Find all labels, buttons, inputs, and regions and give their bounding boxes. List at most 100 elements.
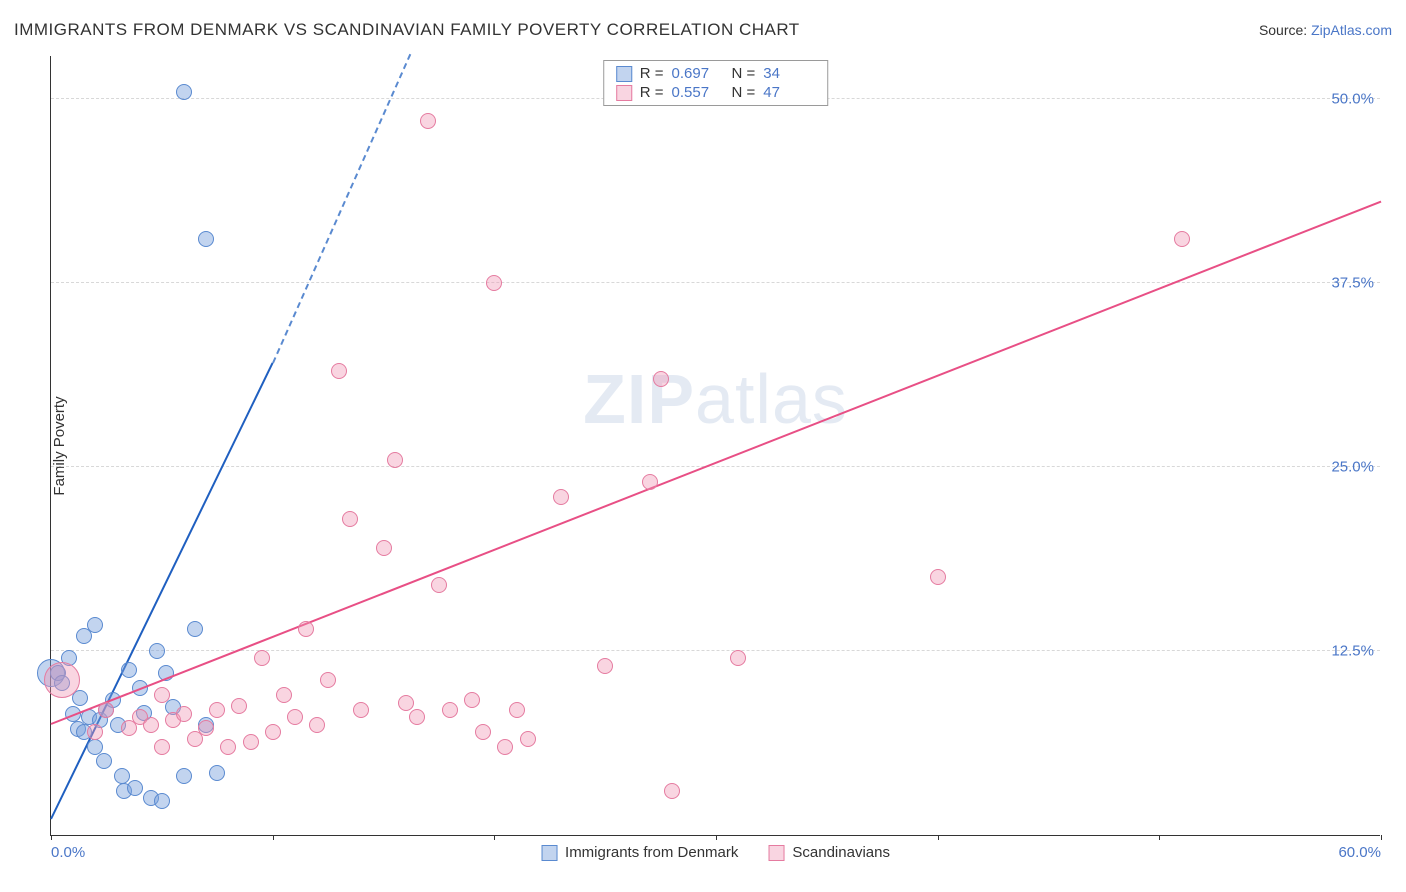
data-point-scandinavians [376,540,392,556]
gridline [51,282,1380,283]
x-tick [938,835,939,840]
data-point-denmark [187,621,203,637]
legend-item-scandinavians: Scandinavians [768,844,890,861]
data-point-scandinavians [553,489,569,505]
n-value: 47 [763,84,815,101]
source-label: Source: [1259,22,1311,38]
y-tick-label: 37.5% [1331,275,1374,292]
data-point-scandinavians [254,650,270,666]
data-point-scandinavians [1174,231,1190,247]
x-tick-label: 60.0% [1338,844,1381,861]
data-point-scandinavians [486,275,502,291]
data-point-scandinavians [387,452,403,468]
legend-item-denmark: Immigrants from Denmark [541,844,738,861]
trend-line [272,54,411,364]
r-label: R = [640,65,664,82]
data-point-denmark [176,768,192,784]
legend-row-denmark: R = 0.697 N = 34 [616,65,816,82]
y-tick-label: 12.5% [1331,643,1374,660]
x-tick [1159,835,1160,840]
data-point-scandinavians [331,363,347,379]
r-value: 0.557 [672,84,724,101]
data-point-scandinavians [509,702,525,718]
data-point-scandinavians [298,621,314,637]
legend-swatch [768,845,784,861]
data-point-scandinavians [176,706,192,722]
data-point-scandinavians [642,474,658,490]
data-point-scandinavians [320,672,336,688]
data-point-scandinavians [287,709,303,725]
data-point-denmark [127,780,143,796]
data-point-denmark [76,628,92,644]
data-point-scandinavians [520,731,536,747]
x-tick [51,835,52,840]
x-tick [1381,835,1382,840]
data-point-scandinavians [309,717,325,733]
data-point-scandinavians [420,113,436,129]
data-point-scandinavians [475,724,491,740]
legend-swatch [541,845,557,861]
data-point-scandinavians [220,739,236,755]
n-value: 34 [763,65,815,82]
x-tick [273,835,274,840]
data-point-scandinavians [664,783,680,799]
data-point-denmark [154,793,170,809]
x-tick-label: 0.0% [51,844,85,861]
data-point-scandinavians [231,698,247,714]
watermark-part2: atlas [695,360,848,438]
data-point-scandinavians [442,702,458,718]
data-point-denmark [176,84,192,100]
x-tick [494,835,495,840]
series-legend: Immigrants from Denmark Scandinavians [541,844,890,861]
data-point-denmark [198,231,214,247]
chart-header: IMMIGRANTS FROM DENMARK VS SCANDINAVIAN … [14,20,1392,40]
n-label: N = [732,65,756,82]
data-point-scandinavians [98,702,114,718]
data-point-scandinavians [398,695,414,711]
watermark-part1: ZIP [583,360,695,438]
data-point-scandinavians [265,724,281,740]
data-point-denmark [96,753,112,769]
data-point-denmark [87,739,103,755]
n-label: N = [732,84,756,101]
correlation-legend: R = 0.697 N = 34 R = 0.557 N = 47 [603,60,829,106]
data-point-scandinavians [497,739,513,755]
data-point-scandinavians [342,511,358,527]
gridline [51,650,1380,651]
data-point-scandinavians [353,702,369,718]
data-point-scandinavians [431,577,447,593]
data-point-scandinavians [243,734,259,750]
data-point-scandinavians [154,687,170,703]
chart-title: IMMIGRANTS FROM DENMARK VS SCANDINAVIAN … [14,20,800,40]
data-point-denmark [121,662,137,678]
y-tick-label: 25.0% [1331,459,1374,476]
data-point-scandinavians [409,709,425,725]
chart-source: Source: ZipAtlas.com [1259,22,1392,38]
gridline [51,466,1380,467]
data-point-scandinavians [597,658,613,674]
r-label: R = [640,84,664,101]
data-point-scandinavians [44,662,80,698]
y-tick-label: 50.0% [1331,91,1374,108]
trend-line [51,200,1382,724]
data-point-scandinavians [198,720,214,736]
data-point-denmark [114,768,130,784]
data-point-scandinavians [653,371,669,387]
data-point-scandinavians [87,724,103,740]
source-link[interactable]: ZipAtlas.com [1311,22,1392,38]
data-point-scandinavians [276,687,292,703]
data-point-denmark [149,643,165,659]
x-tick [716,835,717,840]
data-point-scandinavians [143,717,159,733]
legend-swatch [616,66,632,82]
data-point-scandinavians [154,739,170,755]
data-point-scandinavians [464,692,480,708]
data-point-denmark [209,765,225,781]
r-value: 0.697 [672,65,724,82]
data-point-scandinavians [209,702,225,718]
legend-row-scandinavians: R = 0.557 N = 47 [616,84,816,101]
legend-label: Scandinavians [792,844,890,861]
data-point-scandinavians [930,569,946,585]
legend-swatch [616,85,632,101]
scatter-plot: ZIPatlas 12.5%25.0%37.5%50.0%0.0%60.0%R … [50,56,1380,836]
